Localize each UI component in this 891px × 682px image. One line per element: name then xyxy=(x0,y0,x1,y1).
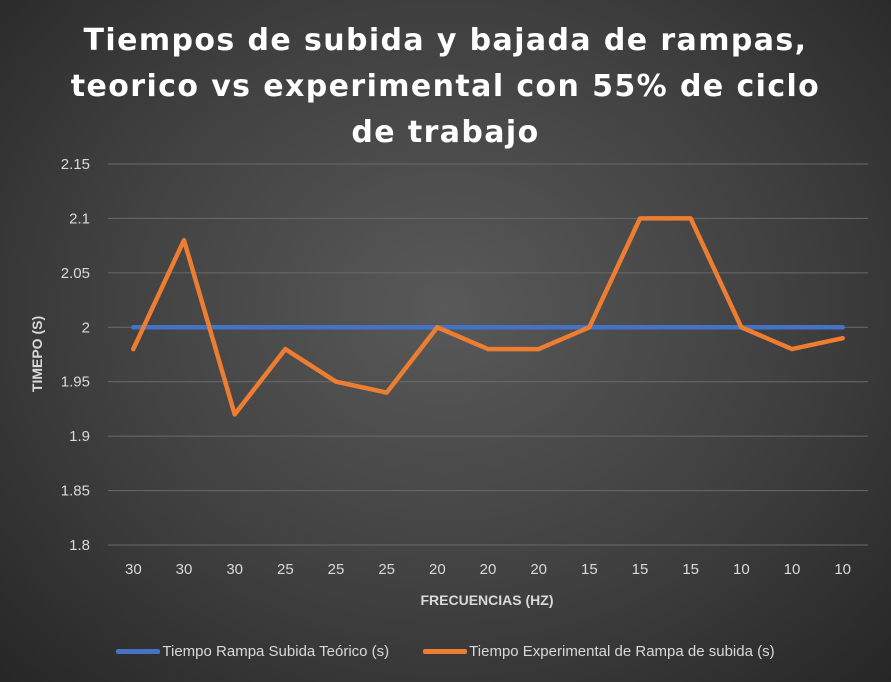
gridlines xyxy=(108,163,868,546)
legend-swatch-teorico xyxy=(116,648,161,654)
x-tick-label: 30 xyxy=(226,561,243,578)
series-line-1 xyxy=(131,216,845,417)
legend: Tiempo Rampa Subida Teórico (s) Tiempo E… xyxy=(0,638,891,664)
y-tick-label: 2.15 xyxy=(61,156,90,173)
legend-label-teorico: Tiempo Rampa Subida Teórico (s) xyxy=(162,642,390,660)
x-tick-label: 25 xyxy=(328,561,345,578)
legend-item-experimental: Tiempo Experimental de Rampa de subida (… xyxy=(423,642,775,660)
x-axis-ticks: 30 30 30 25 25 25 20 20 20 15 15 15 10 10 10 xyxy=(125,561,851,578)
y-tick-label: 1.8 xyxy=(69,537,90,554)
y-tick-label: 1.85 xyxy=(61,483,90,500)
x-tick-label: 25 xyxy=(277,561,294,578)
x-tick-label: 20 xyxy=(480,561,497,578)
x-tick-label: 10 xyxy=(733,561,750,578)
chart-title: Tiempos de subida y bajada de rampas, te… xyxy=(70,23,821,150)
x-tick-label: 25 xyxy=(378,561,395,578)
x-tick-label: 15 xyxy=(632,561,649,578)
legend-swatch-experimental xyxy=(423,648,468,654)
y-tick-label: 2.1 xyxy=(69,210,90,227)
y-tick-label: 1.9 xyxy=(69,428,90,445)
x-tick-label: 15 xyxy=(581,561,598,578)
y-tick-label: 1.95 xyxy=(61,374,90,391)
x-tick-label: 20 xyxy=(429,561,446,578)
x-tick-label: 10 xyxy=(784,561,801,578)
y-axis-title: TIMEPO (S) xyxy=(29,316,45,392)
y-tick-label: 2.05 xyxy=(61,265,90,282)
series-lines xyxy=(131,216,845,417)
x-tick-label: 30 xyxy=(176,561,193,578)
y-tick-label: 2 xyxy=(82,319,90,336)
legend-item-teorico: Tiempo Rampa Subida Teórico (s) xyxy=(116,643,389,660)
x-tick-label: 10 xyxy=(834,561,851,578)
x-tick-label: 15 xyxy=(682,561,699,578)
y-axis-ticks: 1.8 1.85 1.9 1.95 2 2.05 2.1 2.15 xyxy=(61,156,90,554)
legend-label-experimental: Tiempo Experimental de Rampa de subida (… xyxy=(469,642,775,660)
x-axis-title: FRECUENCIAS (HZ) xyxy=(421,592,554,608)
x-tick-label: 30 xyxy=(125,561,142,578)
x-tick-label: 20 xyxy=(530,561,547,578)
